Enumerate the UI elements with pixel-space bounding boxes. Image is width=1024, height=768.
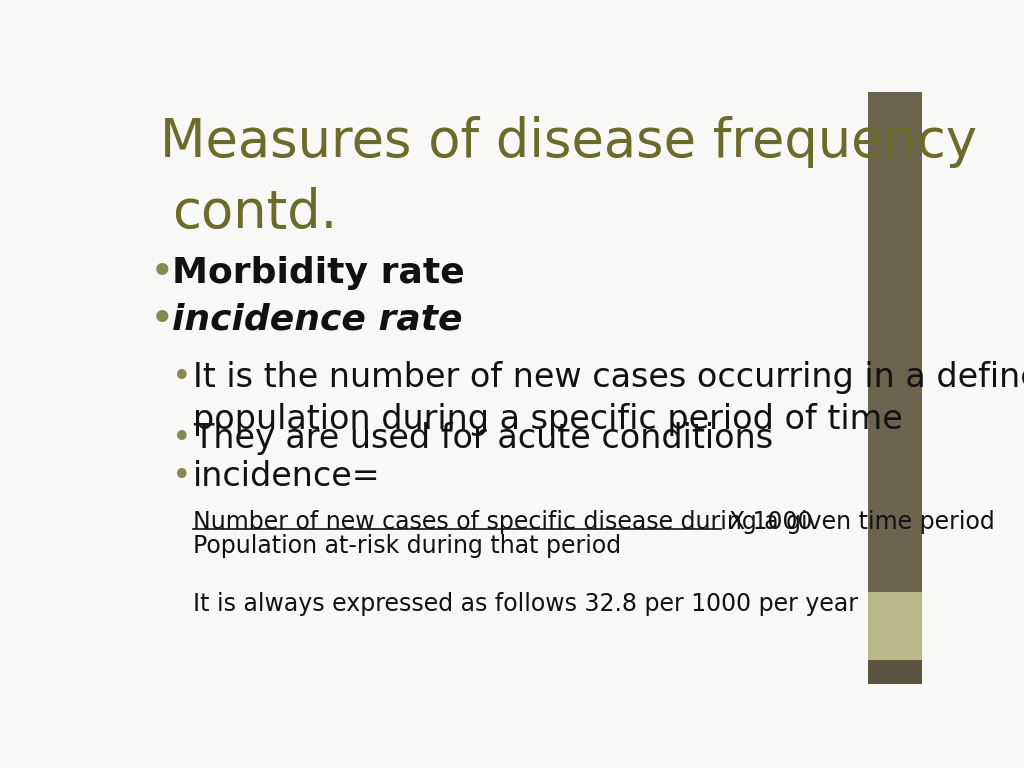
Text: Population at-risk during that period: Population at-risk during that period	[194, 534, 622, 558]
Bar	[867, 92, 922, 592]
Text: X 1000: X 1000	[729, 510, 812, 535]
Text: contd.: contd.	[172, 187, 337, 239]
Text: It is the number of new cases occurring in a defined
population during a specifi: It is the number of new cases occurring …	[194, 361, 1024, 436]
Text: •: •	[172, 361, 191, 394]
Bar	[867, 592, 922, 660]
Text: incidence=: incidence=	[194, 460, 381, 493]
Text: Number of new cases of specific disease during a given time period: Number of new cases of specific disease …	[194, 510, 995, 535]
Text: •: •	[172, 460, 191, 493]
Text: •: •	[151, 299, 175, 341]
Text: Morbidity rate: Morbidity rate	[172, 256, 465, 290]
Text: incidence rate: incidence rate	[172, 303, 462, 337]
Text: Measures of disease frequency: Measures of disease frequency	[160, 116, 977, 168]
Text: They are used for acute conditions: They are used for acute conditions	[194, 422, 773, 455]
Text: •: •	[172, 422, 191, 455]
Text: •: •	[151, 252, 175, 293]
Bar	[867, 660, 922, 684]
Text: It is always expressed as follows 32.8 per 1000 per year: It is always expressed as follows 32.8 p…	[194, 592, 858, 616]
